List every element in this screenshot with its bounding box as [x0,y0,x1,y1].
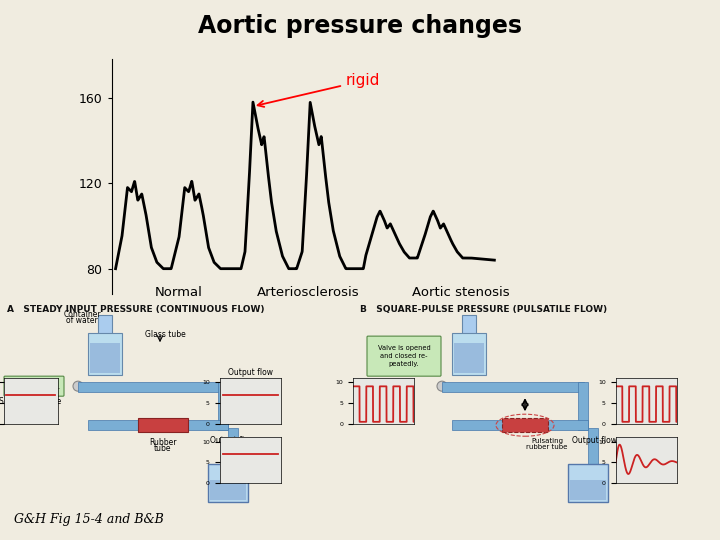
Bar [442,382,584,392]
Text: of water: of water [66,316,98,325]
Bar [452,420,502,430]
Text: G&H Fig 15-4 and B&B: G&H Fig 15-4 and B&B [14,514,164,526]
Bar [188,420,228,430]
Bar [218,382,228,430]
Text: tube: tube [154,444,172,453]
Text: Arteriosclerosis: Arteriosclerosis [256,286,359,299]
Bar [78,382,223,392]
Text: Valve is opened: Valve is opened [377,345,431,351]
Bar [454,343,484,373]
Text: Normal: Normal [156,286,203,299]
Text: Output flow: Output flow [228,368,273,377]
FancyBboxPatch shape [367,336,441,376]
Bar [462,315,476,335]
Bar [208,464,248,502]
Ellipse shape [73,381,83,391]
Text: Container: Container [63,310,101,319]
Text: Output flow: Output flow [572,436,618,445]
Bar [452,333,486,375]
Bar [568,464,608,502]
Bar [588,428,598,480]
Text: peatedly.: peatedly. [389,361,419,367]
Text: rubber tube: rubber tube [526,444,567,450]
Bar [98,315,112,335]
Text: A   STEADY INPUT PRESSURE (CONTINUOUS FLOW): A STEADY INPUT PRESSURE (CONTINUOUS FLOW… [7,305,265,314]
Bar [210,480,246,500]
Bar [88,420,138,430]
Text: Pulsing: Pulsing [356,397,384,406]
Bar [502,418,548,432]
Bar [88,333,122,375]
Text: Aortic pressure changes: Aortic pressure changes [198,14,522,37]
Text: Pulsating: Pulsating [531,438,563,444]
Text: Aortic stenosis: Aortic stenosis [412,286,510,299]
Text: Rubber: Rubber [149,438,176,447]
Bar [90,343,120,373]
Text: Glass tube: Glass tube [145,330,185,339]
Text: Output flow: Output flow [210,436,256,445]
Text: and closed re-: and closed re- [380,353,428,359]
Bar [138,418,188,432]
Ellipse shape [437,381,447,391]
Text: B   SQUARE-PULSE PRESSURE (PULSATILE FLOW): B SQUARE-PULSE PRESSURE (PULSATILE FLOW) [360,305,607,314]
Bar [570,480,606,500]
Text: Steady pressure: Steady pressure [0,397,61,406]
Bar [548,420,588,430]
Bar [578,382,588,430]
FancyBboxPatch shape [4,376,64,396]
Bar [228,428,238,480]
Text: rigid: rigid [258,73,380,107]
Text: pressure: pressure [354,403,387,412]
Text: Valve is open.: Valve is open. [7,382,60,390]
